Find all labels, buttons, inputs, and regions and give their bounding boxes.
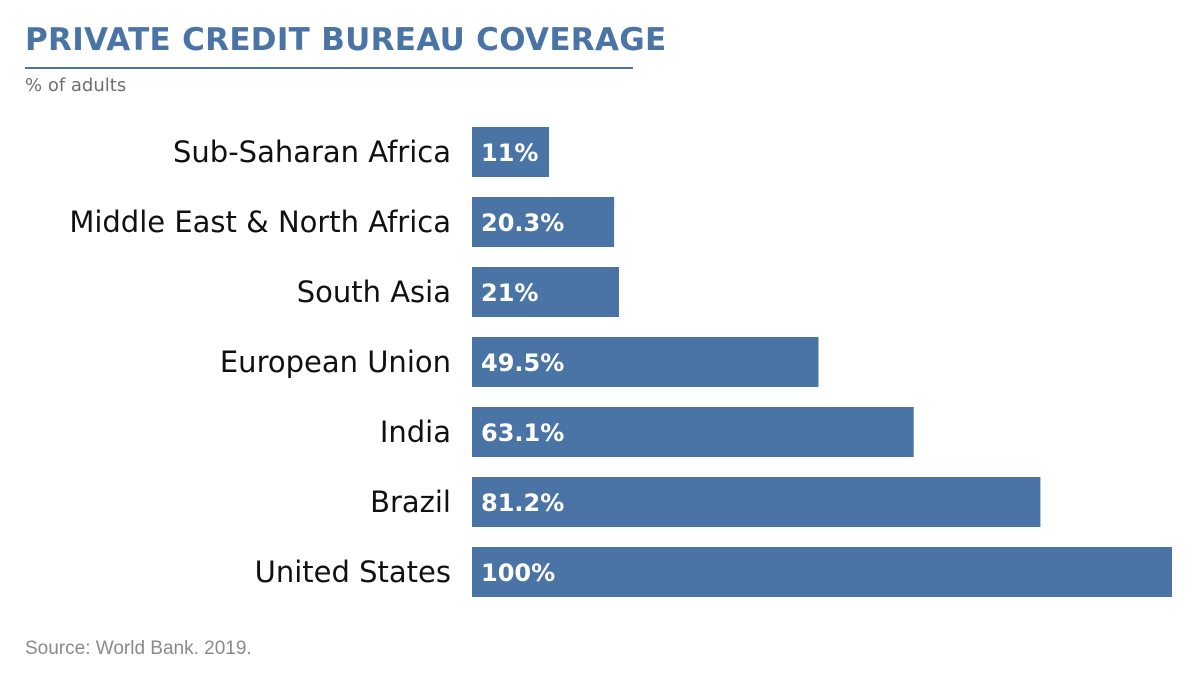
bar-sub-saharan-africa (472, 127, 549, 177)
category-label-sub-saharan-africa: Sub-Saharan Africa (173, 135, 451, 169)
bar-south-asia (472, 267, 619, 317)
data-label-south-asia: 21% (481, 279, 538, 307)
bar-european-union (472, 337, 819, 387)
title-underline (25, 67, 633, 69)
bar-united-states (472, 547, 1172, 597)
bar-brazil (472, 477, 1041, 527)
data-label-middle-east-and-north-africa: 20.3% (481, 209, 564, 237)
chart-subtitle: % of adults (25, 75, 127, 96)
category-label-south-asia: South Asia (297, 275, 451, 309)
category-label-india: India (380, 415, 451, 449)
data-label-european-union: 49.5% (481, 349, 564, 377)
data-label-india: 63.1% (481, 419, 564, 447)
chart-title: PRIVATE CREDIT BUREAU COVERAGE (25, 22, 667, 58)
category-label-middle-east-and-north-africa: Middle East & North Africa (69, 205, 451, 239)
data-label-united-states: 100% (481, 559, 555, 587)
category-label-european-union: European Union (220, 345, 451, 379)
category-label-united-states: United States (255, 555, 451, 589)
source-note: Source: World Bank. 2019. (25, 638, 252, 659)
data-label-sub-saharan-africa: 11% (481, 139, 538, 167)
data-label-brazil: 81.2% (481, 489, 564, 517)
category-label-brazil: Brazil (370, 485, 451, 519)
bar-middle-east-and-north-africa (472, 197, 615, 247)
bar-india (472, 407, 914, 457)
